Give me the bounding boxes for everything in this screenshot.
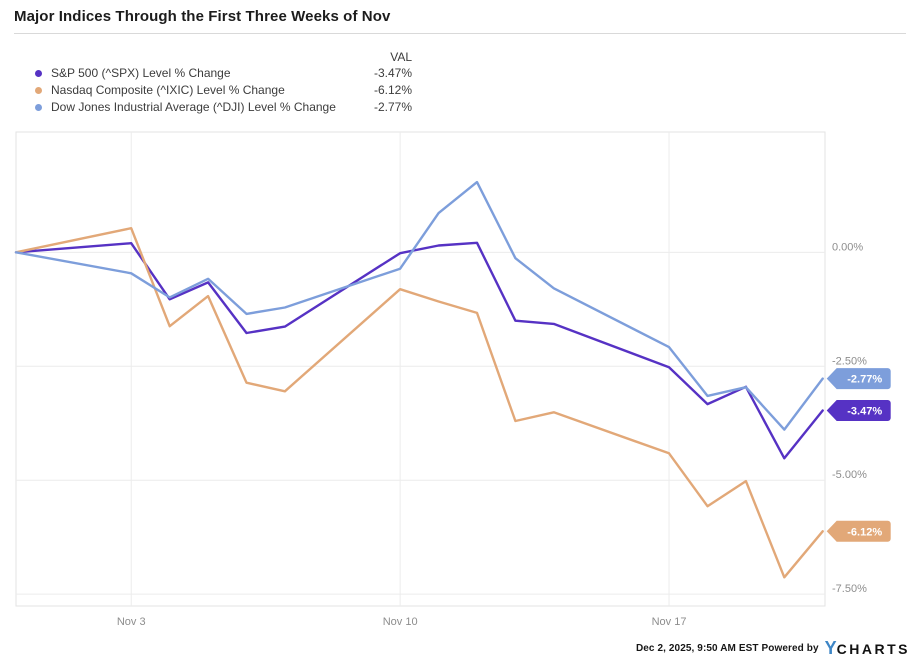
chart-footer: Dec 2, 2025, 9:50 AM EST Powered by Y CHA… xyxy=(636,639,910,657)
ixic-end-badge xyxy=(826,520,891,542)
spx-end-badge-label: -3.47% xyxy=(847,405,882,417)
timestamp-powered-by: Dec 2, 2025, 9:50 AM EST Powered by xyxy=(636,643,819,654)
y-axis-tick-label: -7.50% xyxy=(832,583,867,595)
spx-legend-dot-icon xyxy=(35,70,42,77)
legend-item-spx[interactable]: S&P 500 (^SPX) Level % Change -3.47% xyxy=(28,65,412,82)
spx-line[interactable] xyxy=(14,241,824,460)
legend-item-value: -3.47% xyxy=(373,66,412,80)
title-divider xyxy=(14,33,906,34)
x-axis-tick-label: Nov 17 xyxy=(652,616,687,628)
plot-area xyxy=(15,131,826,607)
y-axis-tick-label: -2.50% xyxy=(832,355,867,367)
ixic-end-badge-label: -6.12% xyxy=(847,526,882,538)
legend-item-label: S&P 500 (^SPX) Level % Change xyxy=(51,66,231,80)
powered-by-label: Powered by xyxy=(761,642,819,654)
legend-item-label: Nasdaq Composite (^IXIC) Level % Change xyxy=(51,83,285,97)
ixic-legend-dot-icon xyxy=(35,87,42,94)
x-axis-tick-label: Nov 10 xyxy=(383,616,418,628)
ixic-line[interactable] xyxy=(14,226,824,579)
y-axis-tick-label: 0.00% xyxy=(832,241,863,253)
legend-item-value: -6.12% xyxy=(373,83,412,97)
chart-title: Major Indices Through the First Three We… xyxy=(14,8,391,25)
dji-legend-dot-icon xyxy=(35,104,42,111)
timestamp: Dec 2, 2025, 9:50 AM EST xyxy=(635,642,759,654)
legend-item-ixic[interactable]: Nasdaq Composite (^IXIC) Level % Change … xyxy=(28,82,412,99)
spx-end-badge xyxy=(826,399,891,421)
dji-end-badge xyxy=(826,368,891,390)
legend-item-value: -2.77% xyxy=(373,100,412,114)
ycharts-logo: Y CHARTS xyxy=(825,639,910,657)
dji-line[interactable] xyxy=(14,180,824,431)
ycharts-logo-y-icon: Y xyxy=(824,638,837,658)
legend-item-dji[interactable]: Dow Jones Industrial Average (^DJI) Leve… xyxy=(28,99,412,116)
dji-end-badge-label: -2.77% xyxy=(847,374,882,386)
ycharts-logo-charts: CHARTS xyxy=(836,641,910,657)
legend-item-label: Dow Jones Industrial Average (^DJI) Leve… xyxy=(51,100,336,114)
x-axis-tick-label: Nov 3 xyxy=(117,616,146,628)
y-axis-tick-label: -5.00% xyxy=(832,469,867,481)
chart-legend: VAL S&P 500 (^SPX) Level % Change -3.47%… xyxy=(28,49,412,116)
legend-val-header: VAL xyxy=(390,50,412,64)
